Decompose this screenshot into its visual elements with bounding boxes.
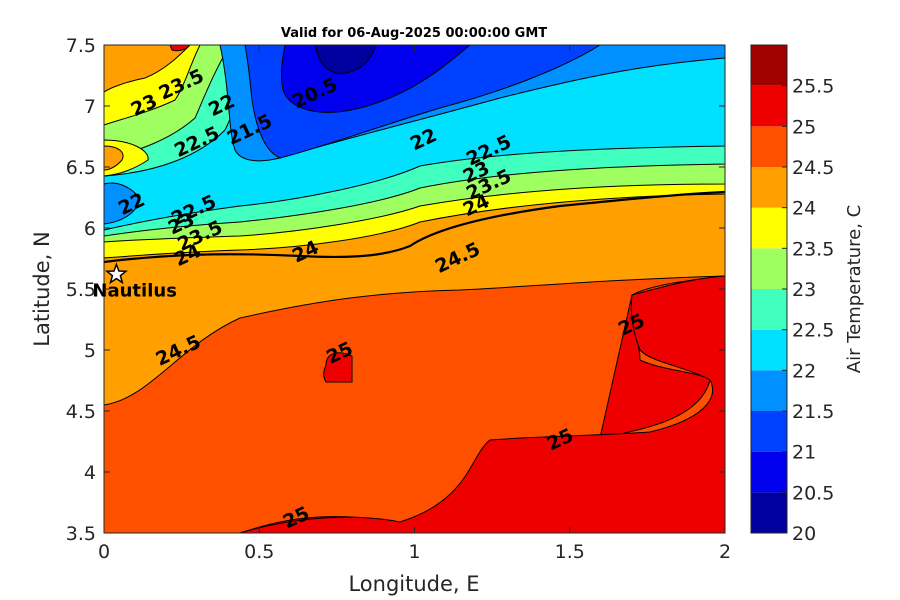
y-tick-label: 4 (84, 462, 96, 484)
colorbar-tick-label: 21.5 (792, 401, 834, 423)
x-tick-label: 1 (408, 541, 420, 563)
y-tick-label: 4.5 (66, 401, 96, 423)
colorbar-swatch (751, 126, 787, 167)
colorbar-swatch (751, 248, 787, 289)
colorbar-label: Air Temperature, C (844, 205, 865, 373)
colorbar-tick-label: 23.5 (792, 238, 834, 260)
station-star-icon (104, 262, 128, 285)
y-axis-ticks: 3.5 4 4.5 5 5.5 6 6.5 7 7.5 (66, 35, 725, 545)
colorbar-swatch (751, 289, 787, 330)
band-upperleft-24 (104, 45, 191, 93)
y-tick-label: 5 (84, 340, 96, 362)
colorbar-tick-label: 25 (792, 116, 816, 138)
band-20-cold (314, 45, 376, 75)
x-axis-ticks: 0 0.5 1 1.5 2 (98, 45, 731, 563)
plot-area (104, 45, 725, 533)
x-tick-label: 0.5 (244, 541, 274, 563)
station-marker: Nautilus (92, 262, 177, 301)
colorbar-swatch (751, 167, 787, 208)
front-line (104, 190, 725, 264)
colorbar-tick-label: 20 (792, 523, 816, 545)
colorbar-tick-label: 24 (792, 198, 816, 220)
colorbar-swatch (751, 451, 787, 493)
band-21.5-22 (104, 182, 141, 225)
colorbar-tick-label: 22 (792, 360, 816, 382)
colorbar-swatch (751, 85, 787, 127)
station-label: Nautilus (92, 280, 177, 301)
colorbar-ticks: 20 20.5 21 21.5 22 22.5 23 23.5 24 24.5 25 25.5 (782, 76, 834, 545)
colorbar-tick-label: 23 (792, 279, 816, 301)
y-tick-label: 5.5 (66, 279, 96, 301)
x-tick-label: 2 (719, 541, 731, 563)
y-tick-label: 6 (84, 218, 96, 240)
y-tick-label: 6.5 (66, 157, 96, 179)
colorbar-swatch (751, 207, 787, 249)
colorbar-swatch (751, 45, 787, 86)
y-tick-label: 3.5 (66, 523, 96, 545)
colorbar-tick-label: 25.5 (792, 76, 834, 98)
x-tick-label: 1.5 (555, 541, 585, 563)
colorbar (751, 45, 787, 533)
colorbar-tick-label: 22.5 (792, 320, 834, 342)
y-axis-label: Latitude, N (30, 231, 54, 347)
x-tick-label: 0 (98, 541, 110, 563)
colorbar-swatch (751, 329, 787, 371)
colorbar-swatch (751, 492, 787, 533)
colorbar-tick-label: 21 (792, 442, 816, 464)
band-25-25.5-b (239, 275, 725, 533)
x-axis-label: Longitude, E (348, 572, 479, 596)
colorbar-tick-label: 24.5 (792, 157, 834, 179)
colorbar-tick-label: 20.5 (792, 482, 834, 504)
colorbar-swatch (751, 411, 787, 452)
y-tick-label: 7 (84, 96, 96, 118)
colorbar-swatch (751, 370, 787, 411)
band-orange-spot (104, 145, 124, 171)
chart-title: Valid for 06-Aug-2025 00:00:00 GMT (281, 26, 547, 41)
band-25-island (323, 352, 353, 383)
y-tick-label: 7.5 (66, 35, 96, 57)
